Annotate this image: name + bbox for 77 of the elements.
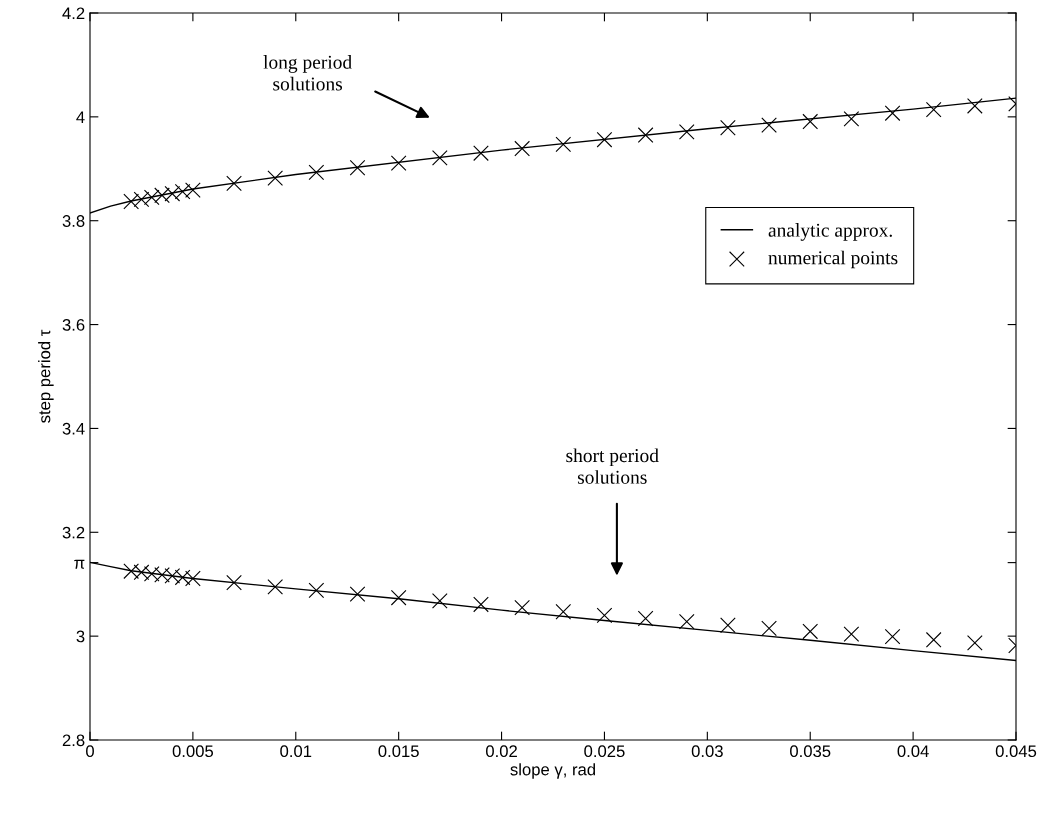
y-tick-label: 4 bbox=[76, 111, 85, 123]
point bbox=[967, 635, 983, 651]
point bbox=[843, 111, 860, 127]
point bbox=[226, 574, 242, 591]
point bbox=[884, 105, 901, 122]
point bbox=[720, 617, 736, 634]
point bbox=[154, 187, 170, 204]
point bbox=[308, 582, 325, 599]
y-axis-title: step period τ bbox=[38, 329, 54, 423]
point bbox=[143, 565, 160, 582]
y-tick-label: 3.8 bbox=[62, 215, 85, 227]
point bbox=[349, 159, 366, 176]
point bbox=[390, 155, 407, 171]
point bbox=[555, 136, 572, 153]
y-tick-label: 3 bbox=[76, 630, 85, 643]
y-tick-label: 3.6 bbox=[62, 318, 85, 331]
point bbox=[164, 185, 181, 202]
point bbox=[174, 183, 191, 200]
annotation: short period solutions bbox=[566, 448, 659, 484]
legend-label: analytic approx. bbox=[768, 223, 892, 241]
point bbox=[555, 603, 572, 620]
point bbox=[473, 596, 489, 613]
annotation: long period solutions bbox=[263, 55, 352, 91]
point bbox=[185, 182, 201, 198]
point bbox=[143, 189, 160, 206]
point bbox=[267, 578, 284, 595]
point bbox=[637, 610, 654, 627]
point bbox=[678, 613, 695, 630]
point bbox=[514, 140, 530, 157]
x-tick-label: 0.03 bbox=[691, 745, 723, 758]
point bbox=[596, 607, 613, 624]
point bbox=[925, 101, 942, 118]
point bbox=[390, 589, 407, 606]
point bbox=[761, 620, 777, 637]
y-tick-label: 3.2 bbox=[62, 526, 85, 539]
x-axis-title: slope γ, rad bbox=[510, 763, 596, 779]
point bbox=[123, 563, 139, 580]
point bbox=[123, 193, 139, 210]
point bbox=[133, 564, 150, 581]
x-tick-label: 0.02 bbox=[485, 745, 517, 758]
x-tick-label: 0.04 bbox=[897, 745, 929, 758]
point bbox=[226, 175, 242, 192]
point bbox=[349, 586, 366, 602]
point bbox=[884, 628, 901, 645]
point bbox=[678, 124, 695, 140]
x-tick-label: 0.035 bbox=[790, 745, 831, 758]
point bbox=[637, 127, 654, 143]
point bbox=[596, 131, 613, 148]
point bbox=[174, 569, 191, 586]
y-tick-label: 3.4 bbox=[62, 422, 85, 435]
point bbox=[761, 117, 777, 134]
point bbox=[720, 119, 736, 136]
x-tick-label: 0.025 bbox=[584, 745, 625, 758]
x-tick-label: 0.015 bbox=[378, 745, 419, 758]
point bbox=[133, 191, 150, 208]
point bbox=[164, 568, 181, 584]
point bbox=[514, 599, 530, 616]
point bbox=[802, 623, 819, 640]
point bbox=[843, 626, 860, 642]
point bbox=[267, 170, 284, 186]
y-tick-label: 2.8 bbox=[62, 734, 85, 747]
point bbox=[473, 145, 489, 162]
point bbox=[154, 567, 170, 583]
y-tick-label: π bbox=[74, 559, 85, 569]
point bbox=[802, 113, 819, 130]
point bbox=[925, 631, 942, 648]
point bbox=[308, 164, 325, 181]
point bbox=[967, 98, 983, 114]
x-tick-label: 0 bbox=[86, 745, 94, 758]
point bbox=[431, 150, 448, 166]
legend-label: numerical points bbox=[768, 250, 898, 269]
x-tick-label: 0.045 bbox=[995, 745, 1037, 758]
point bbox=[185, 570, 201, 587]
point bbox=[431, 592, 448, 609]
x-tick-label: 0.005 bbox=[172, 745, 214, 758]
x-tick-label: 0.01 bbox=[280, 745, 312, 758]
y-tick-label: 4.2 bbox=[62, 7, 85, 20]
